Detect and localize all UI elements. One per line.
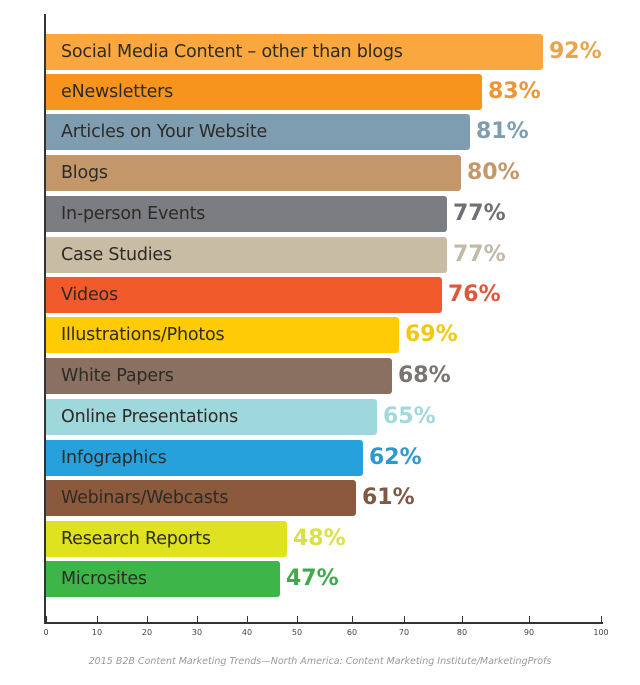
bar-value-label: 77%: [453, 201, 506, 226]
bar-value-label: 92%: [549, 39, 602, 64]
bar-value-label: 80%: [467, 160, 520, 185]
bar-value-label: 76%: [448, 282, 501, 307]
bar-category-label: Online Presentations: [61, 407, 239, 427]
bar-category-label: Case Studies: [61, 245, 172, 265]
x-axis-tick: [147, 616, 148, 623]
bar-category-label: Microsites: [61, 569, 147, 589]
x-axis-tick: [404, 616, 405, 623]
bar: Case Studies: [46, 237, 447, 273]
bar-category-label: Videos: [61, 285, 118, 305]
x-axis-tick: [247, 616, 248, 623]
bar: Blogs: [46, 155, 461, 191]
bar-value-label: 62%: [369, 445, 422, 470]
bar: Infographics: [46, 440, 363, 476]
bar-category-label: In-person Events: [61, 204, 206, 224]
bar-value-label: 68%: [398, 363, 451, 388]
x-axis-line: [44, 622, 603, 624]
bar: In-person Events: [46, 196, 447, 232]
bar-category-label: Research Reports: [61, 529, 211, 549]
x-axis-tick: [462, 616, 463, 623]
x-axis-tick: [97, 616, 98, 623]
x-axis-tick: [297, 616, 298, 623]
x-axis-tick-label: 0: [43, 628, 49, 637]
x-axis-tick: [46, 616, 47, 623]
x-axis-tick: [601, 616, 602, 623]
x-axis-tick-label: 80: [456, 628, 468, 637]
bar: Online Presentations: [46, 399, 377, 435]
x-axis-tick-label: 70: [398, 628, 410, 637]
x-axis-tick-label: 30: [191, 628, 203, 637]
bar: Microsites: [46, 561, 280, 597]
x-axis-tick-label: 100: [593, 628, 609, 637]
x-axis-tick: [197, 616, 198, 623]
bar: eNewsletters: [46, 74, 482, 110]
bar-category-label: Blogs: [61, 163, 108, 183]
x-axis-tick-label: 20: [141, 628, 153, 637]
bar: Videos: [46, 277, 442, 313]
bar-value-label: 83%: [488, 79, 541, 104]
bar: Illustrations/Photos: [46, 317, 399, 353]
x-axis-tick-label: 60: [346, 628, 358, 637]
bar-value-label: 77%: [453, 242, 506, 267]
bar-category-label: Infographics: [61, 448, 167, 468]
x-axis-tick: [352, 616, 353, 623]
bar: Webinars/Webcasts: [46, 480, 356, 516]
bar: White Papers: [46, 358, 392, 394]
bar-category-label: Articles on Your Website: [61, 122, 268, 142]
bar-category-label: White Papers: [61, 366, 174, 386]
bar: Articles on Your Website: [46, 114, 470, 150]
bar-category-label: eNewsletters: [61, 82, 174, 102]
bar-category-label: Social Media Content – other than blogs: [61, 42, 403, 62]
y-axis-line: [44, 14, 46, 624]
bar-category-label: Illustrations/Photos: [61, 325, 225, 345]
bar-value-label: 48%: [293, 526, 346, 551]
bar-value-label: 69%: [405, 322, 458, 347]
x-axis-tick-label: 40: [241, 628, 253, 637]
bar-value-label: 65%: [383, 404, 436, 429]
bar-value-label: 61%: [362, 485, 415, 510]
bar-value-label: 81%: [476, 119, 529, 144]
bar: Social Media Content – other than blogs: [46, 34, 543, 70]
x-axis-tick-label: 50: [291, 628, 303, 637]
x-axis-tick: [529, 616, 530, 623]
x-axis-tick-label: 10: [91, 628, 103, 637]
bar: Research Reports: [46, 521, 287, 557]
x-axis-tick-label: 90: [523, 628, 535, 637]
source-caption: 2015 B2B Content Marketing Trends—North …: [88, 656, 552, 667]
bar-value-label: 47%: [286, 566, 339, 591]
bar-category-label: Webinars/Webcasts: [61, 488, 229, 508]
